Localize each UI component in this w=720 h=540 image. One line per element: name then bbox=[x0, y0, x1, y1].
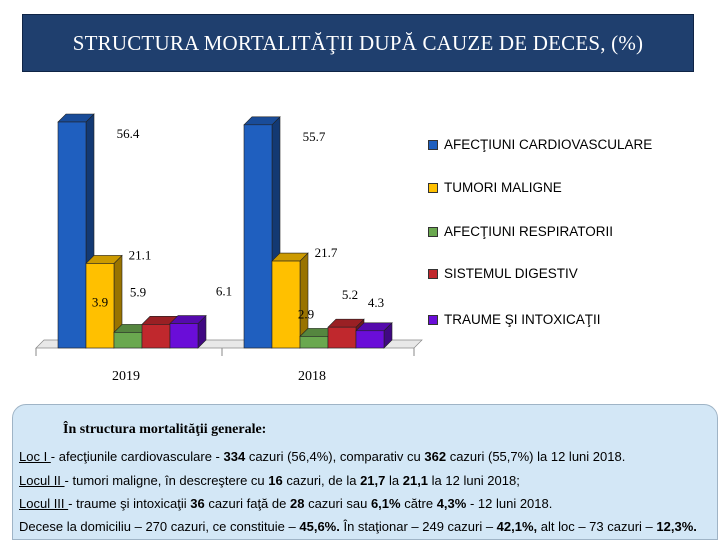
legend-label: AFECŢIUNI RESPIRATORII bbox=[444, 224, 614, 239]
bar-2019-1 bbox=[85, 263, 115, 349]
data-label-2019-2: 3.9 bbox=[92, 294, 108, 309]
data-label-2018-3: 5.2 bbox=[342, 287, 358, 302]
legend-label: AFECŢIUNI CARDIOVASCULARE bbox=[444, 137, 653, 152]
bar-2018-1 bbox=[271, 260, 301, 349]
data-label-2019-4: 6.1 bbox=[216, 284, 232, 299]
category-label-2018: 2018 bbox=[298, 369, 326, 384]
legend-label: SISTEMUL DIGESTIV bbox=[444, 266, 578, 281]
bar-2018-0 bbox=[243, 124, 273, 349]
legend-item-digestive: SISTEMUL DIGESTIV bbox=[428, 266, 578, 281]
info-line-3: Locul III - traume şi intoxicaţii 36 caz… bbox=[19, 496, 553, 511]
legend-label: TRAUME ŞI INTOXICAŢII bbox=[444, 312, 601, 327]
data-label-2018-2: 2.9 bbox=[298, 306, 314, 321]
title-bar: STRUCTURA MORTALITĂŢII DUPĂ CAUZE DE DEC… bbox=[22, 14, 694, 72]
legend-swatch bbox=[428, 182, 438, 193]
bar-group bbox=[57, 113, 393, 349]
bar-2018-4 bbox=[355, 330, 385, 349]
bar-chart: 56.421.13.95.9 6.155.721.72.95.24.3 2019 2… bbox=[35, 113, 423, 384]
chart-title: STRUCTURA MORTALITĂŢII DUPĂ CAUZE DE DEC… bbox=[72, 30, 644, 55]
data-label-2019-1: 21.1 bbox=[129, 247, 152, 262]
legend-swatch bbox=[428, 268, 438, 279]
bar-2019-2 bbox=[113, 332, 143, 349]
legend-item-trauma: TRAUME ŞI INTOXICAŢII bbox=[428, 312, 601, 327]
bar-2019-4 bbox=[169, 323, 199, 349]
legend-swatch bbox=[428, 139, 438, 150]
category-label-2019: 2019 bbox=[112, 369, 140, 384]
bar-2019-3 bbox=[141, 324, 171, 349]
data-label-2019-3: 5.9 bbox=[130, 284, 146, 299]
info-line-1: Loc I - afecţiunile cardiovasculare - 33… bbox=[19, 449, 626, 464]
legend-item-tumors: TUMORI MALIGNE bbox=[428, 180, 562, 195]
bar-2018-3 bbox=[327, 326, 357, 349]
legend-label: TUMORI MALIGNE bbox=[444, 180, 562, 195]
legend-swatch bbox=[428, 226, 438, 237]
data-label-2018-0: 55.7 bbox=[303, 129, 326, 144]
category-label-group: 2019 2018 bbox=[112, 369, 326, 384]
legend-swatch bbox=[428, 314, 438, 325]
info-line-4: Decese la domiciliu – 270 cazuri, ce con… bbox=[19, 519, 697, 534]
info-heading: În structura mortalităţii generale: bbox=[63, 422, 267, 437]
data-label-2019-0: 56.4 bbox=[117, 126, 140, 141]
info-box: În structura mortalităţii generale: Loc … bbox=[12, 404, 718, 540]
data-label-2018-1: 21.7 bbox=[315, 245, 338, 260]
bar-2019-0 bbox=[57, 121, 87, 349]
legend-item-cardiovascular: AFECŢIUNI CARDIOVASCULARE bbox=[428, 137, 652, 152]
data-label-group: 56.4 21.1 3.9 5.9 6.1 55.7 21.7 2.9 5.2 4.3 bbox=[92, 126, 384, 321]
legend: AFECŢIUNI CARDIOVASCULARE TUMORI MALIGNE… bbox=[428, 0, 718, 540]
legend-item-respiratory: AFECŢIUNI RESPIRATORII bbox=[428, 224, 613, 239]
info-line-2: Locul II - tumori maligne, în descreşter… bbox=[19, 473, 520, 488]
bar-2018-2 bbox=[299, 336, 329, 349]
data-label-2018-4: 4.3 bbox=[368, 295, 384, 310]
